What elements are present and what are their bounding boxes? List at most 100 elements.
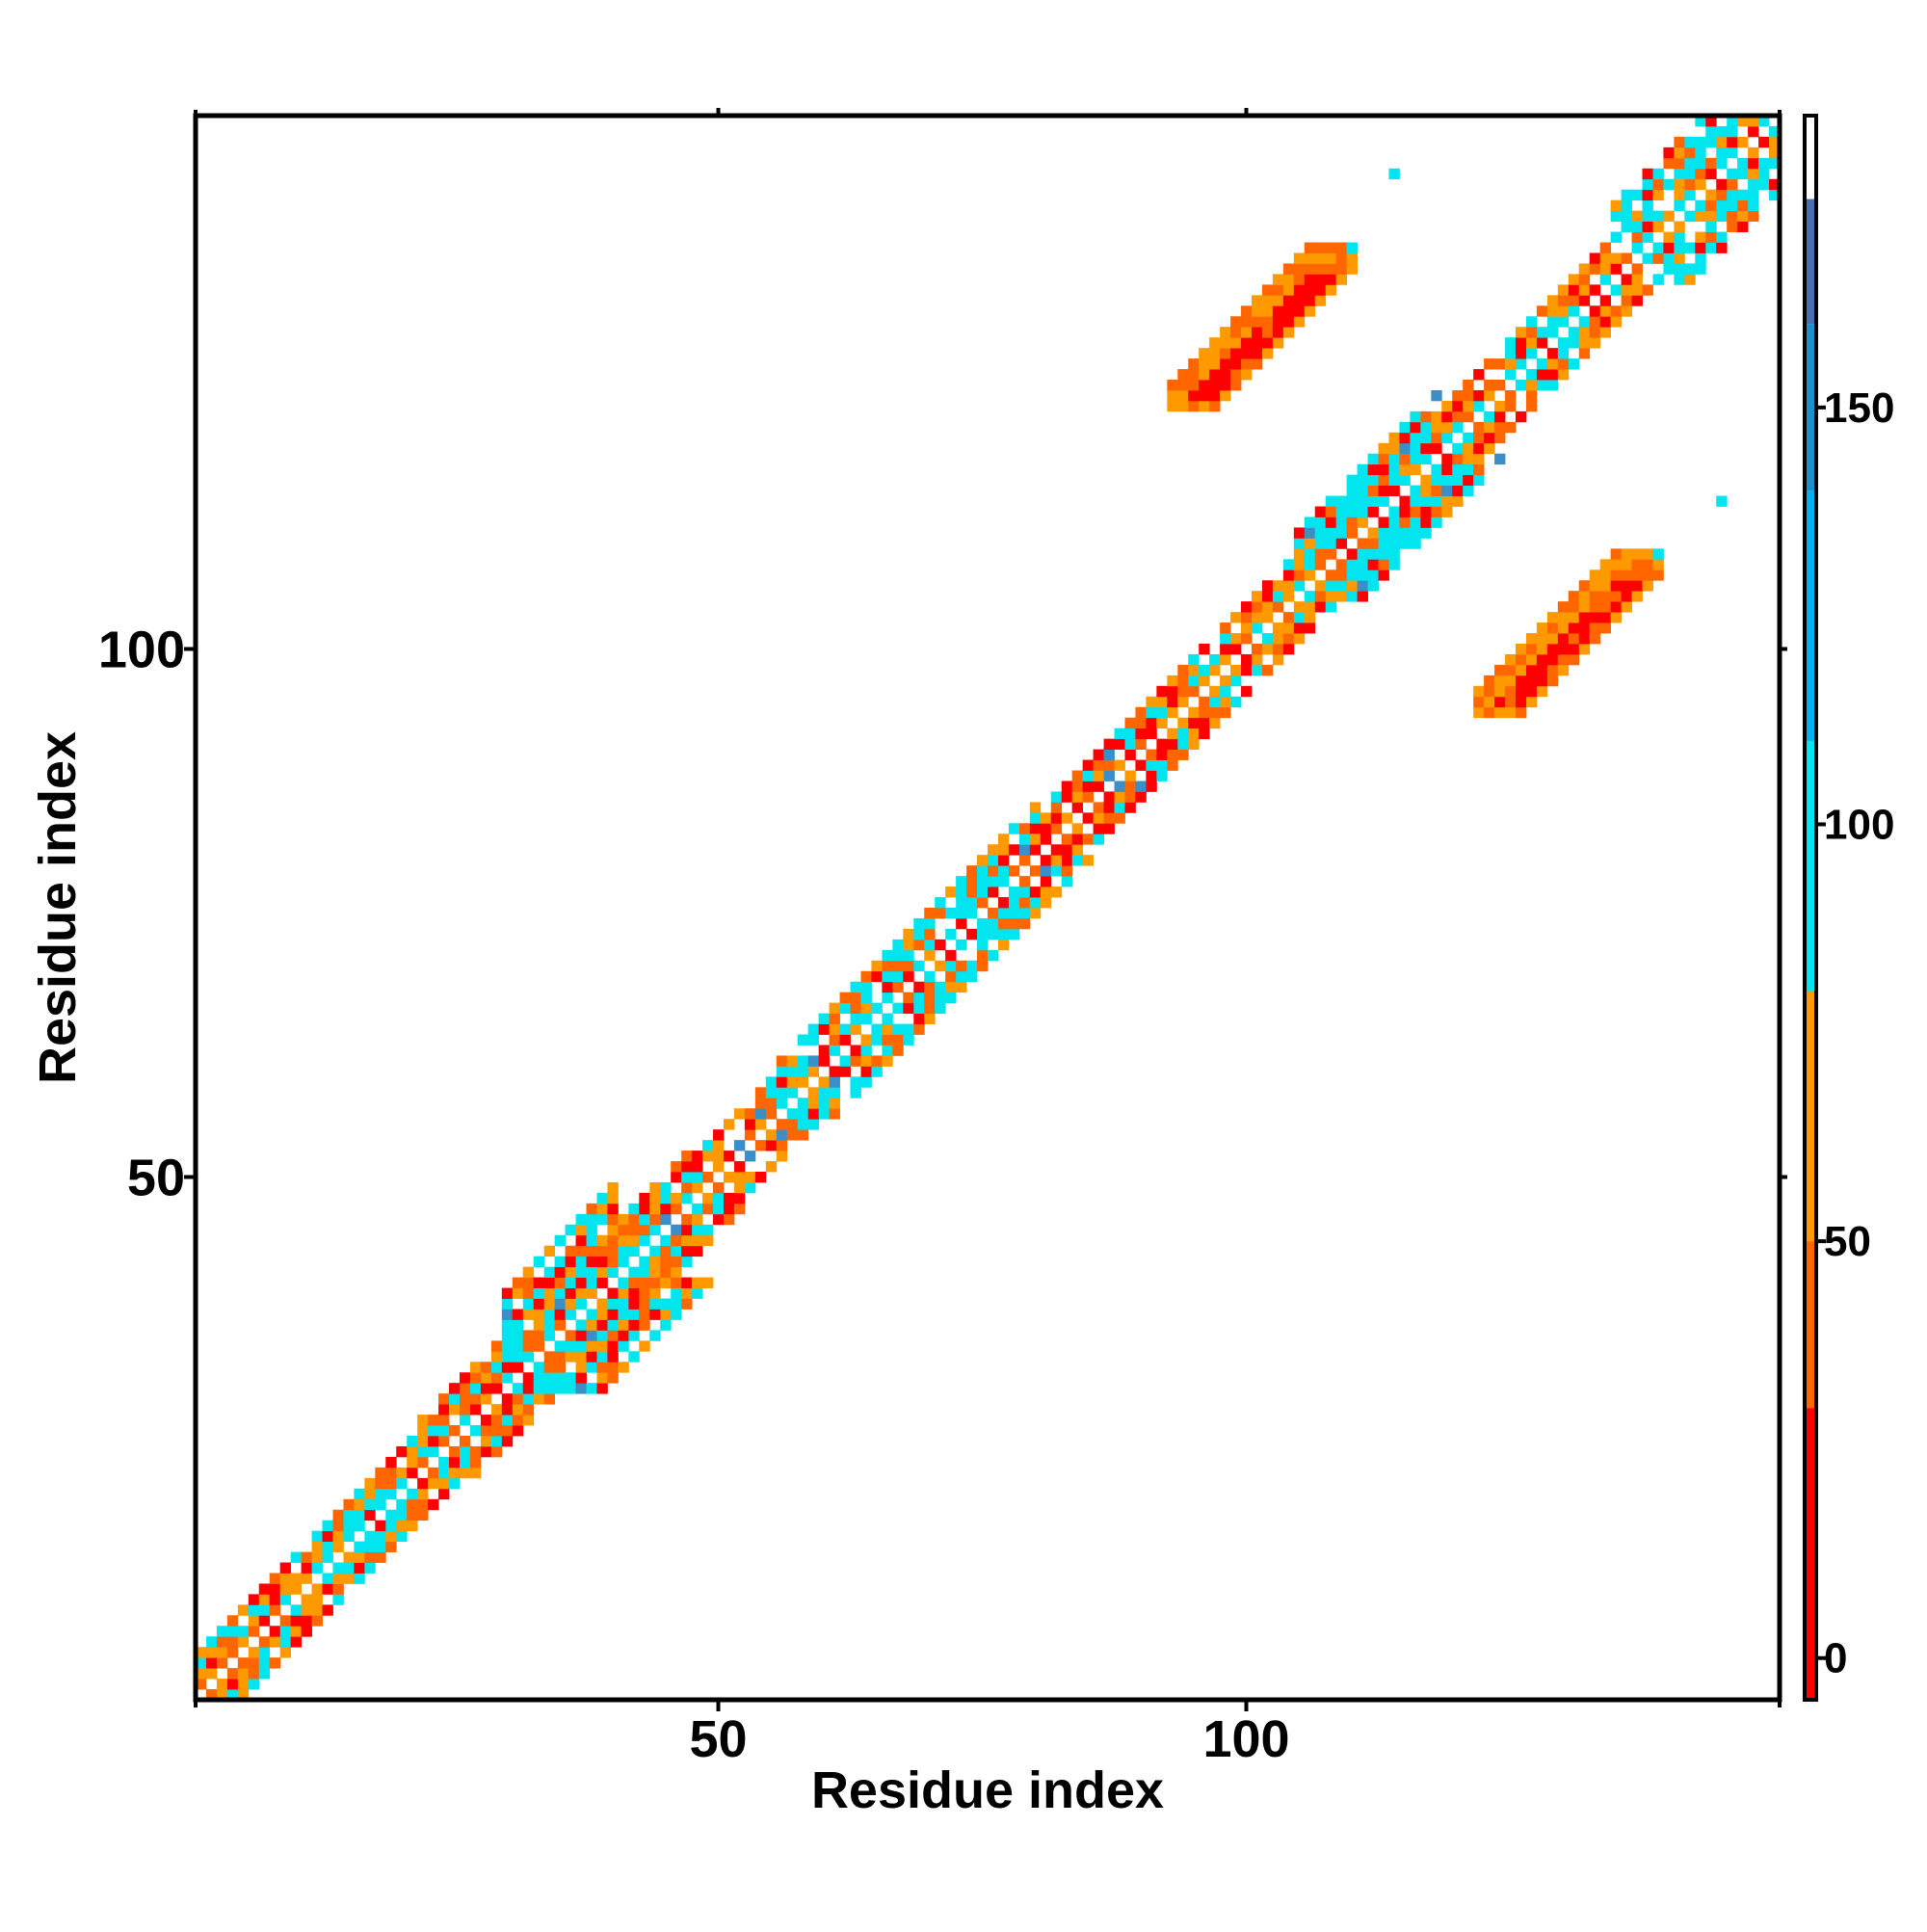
heatmap-cell	[1599, 305, 1612, 317]
heatmap-cell	[1335, 495, 1348, 507]
heatmap-cell	[649, 1256, 661, 1268]
heatmap-cell	[1399, 506, 1411, 517]
heatmap-cell	[1282, 644, 1295, 655]
heatmap-cell	[301, 1562, 312, 1574]
heatmap-cell	[1525, 337, 1538, 349]
heatmap-cell	[1335, 538, 1348, 549]
heatmap-cell	[607, 1224, 619, 1236]
heatmap-cell	[913, 1013, 925, 1024]
heatmap-cell	[1516, 664, 1527, 676]
heatmap-cell	[407, 1445, 418, 1458]
heatmap-cell	[1737, 116, 1749, 127]
heatmap-cell	[565, 1277, 576, 1288]
heatmap-cell	[1220, 644, 1231, 655]
heatmap-cell	[1008, 823, 1020, 834]
heatmap-cell	[945, 908, 957, 919]
heatmap-cell	[903, 1034, 914, 1045]
heatmap-cell	[1061, 865, 1073, 877]
heatmap-cell	[1199, 675, 1210, 687]
heatmap-cell	[1621, 274, 1632, 285]
heatmap-cell	[1304, 601, 1316, 613]
heatmap-cell	[1642, 580, 1653, 592]
heatmap-cell	[1241, 612, 1253, 623]
heatmap-cell	[660, 1192, 672, 1204]
heatmap-cell	[1050, 844, 1063, 856]
heatmap-cell	[407, 1509, 418, 1522]
heatmap-cell	[1325, 580, 1337, 592]
heatmap-cell	[1748, 157, 1759, 170]
heatmap-cell	[1018, 844, 1031, 856]
heatmap-cell	[754, 1172, 767, 1183]
heatmap-cell	[1621, 569, 1632, 581]
heatmap-cell	[407, 1520, 418, 1532]
heatmap-cell	[1177, 738, 1189, 750]
heatmap-cell	[364, 1530, 376, 1542]
heatmap-cell	[1293, 548, 1306, 560]
heatmap-cell	[1758, 116, 1770, 127]
heatmap-cell	[1082, 791, 1094, 803]
heatmap-cell	[343, 1530, 355, 1542]
plot-frame	[193, 113, 1782, 1703]
heatmap-cell	[924, 1002, 936, 1014]
heatmap-cell	[428, 1445, 439, 1458]
heatmap-cell	[343, 1498, 355, 1511]
heatmap-cell	[1209, 389, 1221, 402]
heatmap-cell	[1431, 463, 1442, 476]
heatmap-cell	[449, 1467, 461, 1479]
heatmap-cell	[1705, 199, 1717, 212]
heatmap-cell	[1018, 823, 1031, 834]
heatmap-cell	[1241, 358, 1253, 370]
heatmap-cell	[1631, 295, 1643, 306]
heatmap-cell	[1241, 653, 1253, 666]
heatmap-cell	[1463, 453, 1474, 465]
heatmap-cell	[364, 1562, 376, 1574]
heatmap-cell	[554, 1362, 566, 1373]
heatmap-cell	[279, 1562, 292, 1574]
heatmap-cell	[1135, 728, 1147, 740]
heatmap-cell	[702, 1151, 714, 1162]
heatmap-cell	[533, 1330, 545, 1341]
heatmap-cell	[237, 1689, 250, 1701]
heatmap-cell	[1621, 252, 1632, 264]
heatmap-cell	[1578, 580, 1591, 592]
heatmap-cell	[1695, 136, 1706, 148]
heatmap-cell	[1536, 664, 1548, 676]
heatmap-cell	[1304, 527, 1316, 539]
heatmap-cell	[1536, 369, 1548, 381]
heatmap-cell	[237, 1679, 250, 1690]
heatmap-cell	[639, 1287, 650, 1299]
heatmap-cell	[1103, 759, 1115, 771]
heatmap-cell	[428, 1498, 439, 1511]
heatmap-cell	[512, 1340, 524, 1352]
heatmap-cell	[956, 960, 967, 972]
heatmap-cell	[490, 1340, 503, 1352]
heatmap-cell	[1272, 327, 1284, 338]
heatmap-cell	[1420, 421, 1432, 434]
heatmap-cell	[1473, 442, 1485, 455]
heatmap-cell	[269, 1604, 281, 1616]
heatmap-cell	[554, 1340, 566, 1352]
heatmap-cell	[1473, 696, 1485, 708]
colorbar-band	[1805, 1408, 1816, 1700]
heatmap-cell	[1599, 622, 1612, 634]
heatmap-cell	[1293, 316, 1306, 328]
heatmap-cell	[1314, 601, 1327, 613]
heatmap-cell	[501, 1298, 514, 1310]
heatmap-cell	[988, 928, 999, 940]
heatmap-cell	[332, 1594, 344, 1605]
heatmap-cell	[924, 939, 936, 951]
heatmap-cell	[1357, 538, 1368, 549]
heatmap-cell	[1293, 252, 1306, 264]
heatmap-cell	[1103, 738, 1115, 750]
heatmap-cell	[1410, 421, 1421, 434]
heatmap-cell	[332, 1509, 344, 1522]
heatmap-cell	[1546, 327, 1559, 338]
heatmap-cell	[1505, 653, 1517, 666]
heatmap-cell	[913, 992, 925, 1004]
heatmap-cell	[649, 1181, 661, 1194]
heatmap-cell	[681, 1172, 693, 1183]
heatmap-cell	[428, 1415, 439, 1426]
heatmap-cell	[1325, 263, 1337, 275]
heatmap-cell	[649, 1213, 661, 1226]
heatmap-cell	[226, 1626, 239, 1637]
